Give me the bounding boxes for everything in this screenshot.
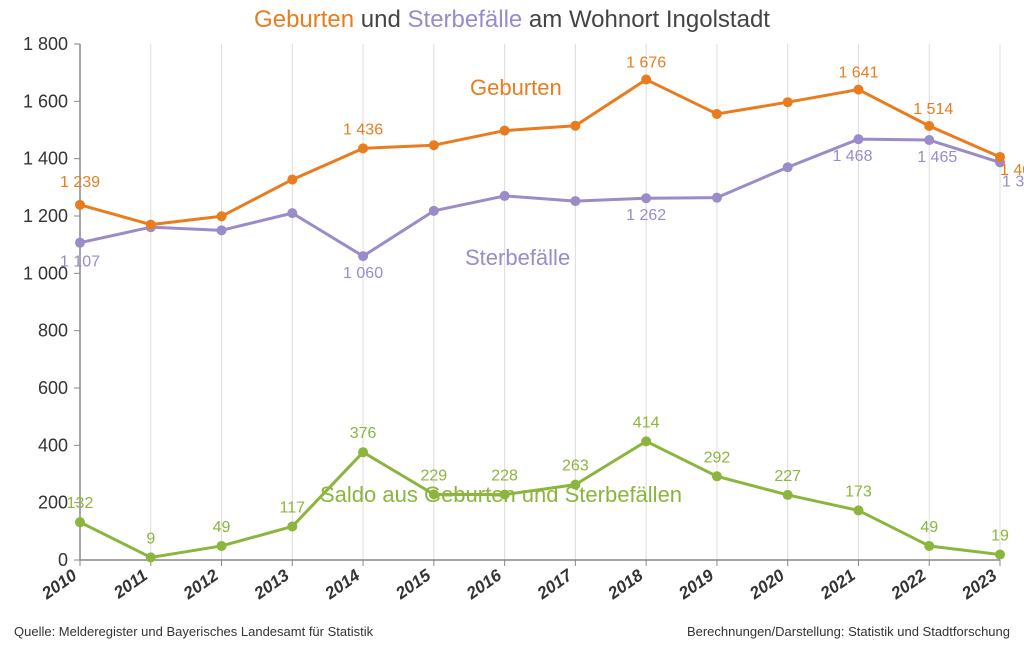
series-name-sterbefaelle: Sterbefälle [465, 245, 570, 270]
series-marker-geburten [712, 109, 722, 119]
y-tick-label: 1 800 [23, 34, 68, 54]
series-marker-geburten [75, 200, 85, 210]
point-label-saldo: 9 [146, 530, 155, 547]
x-tick-label: 2018 [604, 565, 647, 603]
x-tick-label: 2015 [391, 565, 434, 603]
x-tick-label: 2020 [745, 565, 788, 603]
point-label-saldo: 292 [704, 449, 731, 466]
series-marker-sterbefaelle [358, 251, 368, 261]
x-tick-label: 2023 [958, 565, 1001, 603]
series-marker-sterbefaelle [641, 193, 651, 203]
series-marker-sterbefaelle [712, 193, 722, 203]
point-label-sterbefaelle: 1 060 [343, 265, 383, 282]
series-marker-saldo [217, 541, 227, 551]
point-label-geburten: 1 641 [838, 65, 878, 82]
series-marker-saldo [75, 517, 85, 527]
point-label-sterbefaelle: 1 468 [832, 148, 872, 165]
series-marker-geburten [358, 143, 368, 153]
series-marker-saldo [358, 447, 368, 457]
series-marker-geburten [641, 75, 651, 85]
series-marker-saldo [712, 471, 722, 481]
x-tick-label: 2013 [250, 565, 293, 603]
series-marker-sterbefaelle [570, 196, 580, 206]
series-marker-geburten [287, 175, 297, 185]
x-tick-label: 2022 [887, 565, 930, 603]
y-tick-label: 400 [38, 435, 68, 455]
series-marker-sterbefaelle [853, 134, 863, 144]
series-marker-sterbefaelle [429, 206, 439, 216]
chart-svg: 02004006008001 0001 2001 4001 6001 80020… [0, 0, 1024, 649]
y-tick-label: 800 [38, 321, 68, 341]
point-label-saldo: 414 [633, 414, 660, 431]
x-tick-label: 2019 [675, 565, 718, 603]
series-marker-saldo [146, 552, 156, 562]
point-label-saldo: 117 [280, 499, 306, 516]
point-label-saldo: 132 [67, 495, 94, 512]
series-marker-geburten [853, 85, 863, 95]
series-marker-sterbefaelle [287, 208, 297, 218]
point-label-geburten: 1 436 [343, 121, 383, 138]
series-marker-geburten [924, 121, 934, 131]
series-marker-saldo [641, 436, 651, 446]
point-label-saldo: 49 [920, 519, 938, 536]
series-marker-geburten [995, 152, 1005, 162]
x-tick-label: 2010 [38, 565, 81, 603]
series-name-saldo: Saldo aus Geburten und Sterbefällen [320, 482, 682, 507]
point-label-saldo: 173 [845, 483, 872, 500]
point-label-saldo: 227 [774, 468, 801, 485]
point-label-saldo: 19 [991, 528, 1009, 545]
series-marker-geburten [146, 220, 156, 230]
series-marker-sterbefaelle [217, 225, 227, 235]
series-marker-geburten [429, 140, 439, 150]
point-label-geburten: 1 676 [626, 55, 666, 72]
x-tick-label: 2014 [321, 565, 364, 603]
x-tick-label: 2021 [816, 566, 859, 604]
series-marker-sterbefaelle [500, 191, 510, 201]
series-marker-geburten [500, 126, 510, 136]
y-tick-label: 200 [38, 493, 68, 513]
y-tick-label: 600 [38, 378, 68, 398]
series-marker-saldo [924, 541, 934, 551]
point-label-sterbefaelle: 1 465 [917, 149, 957, 166]
y-tick-label: 1 200 [23, 206, 68, 226]
point-label-sterbefaelle: 1 107 [60, 254, 100, 271]
point-label-saldo: 263 [562, 458, 589, 475]
x-tick-label: 2016 [462, 565, 505, 603]
series-marker-saldo [995, 550, 1005, 560]
point-label-geburten: 1 406 [1000, 162, 1024, 179]
series-name-geburten: Geburten [470, 75, 562, 100]
series-marker-saldo [287, 521, 297, 531]
x-tick-label: 2012 [179, 565, 222, 603]
series-marker-sterbefaelle [783, 162, 793, 172]
point-label-sterbefaelle: 1 262 [626, 207, 666, 224]
point-label-geburten: 1 514 [913, 101, 953, 118]
point-label-geburten: 1 239 [60, 174, 100, 191]
series-marker-geburten [783, 97, 793, 107]
y-tick-label: 1 400 [23, 149, 68, 169]
series-marker-geburten [570, 121, 580, 131]
footer-source: Quelle: Melderegister und Bayerisches La… [14, 624, 373, 639]
point-label-saldo: 49 [213, 519, 231, 536]
chart-container: Geburten und Sterbefälle am Wohnort Ingo… [0, 0, 1024, 649]
series-marker-saldo [853, 505, 863, 515]
series-marker-sterbefaelle [924, 135, 934, 145]
series-marker-sterbefaelle [75, 238, 85, 248]
series-marker-saldo [783, 490, 793, 500]
x-tick-label: 2017 [533, 565, 577, 604]
footer-credit: Berechnungen/Darstellung: Statistik und … [687, 624, 1010, 639]
x-tick-label: 2011 [109, 566, 151, 603]
y-tick-label: 1 600 [23, 91, 68, 111]
series-marker-geburten [217, 211, 227, 221]
point-label-saldo: 376 [350, 425, 377, 442]
